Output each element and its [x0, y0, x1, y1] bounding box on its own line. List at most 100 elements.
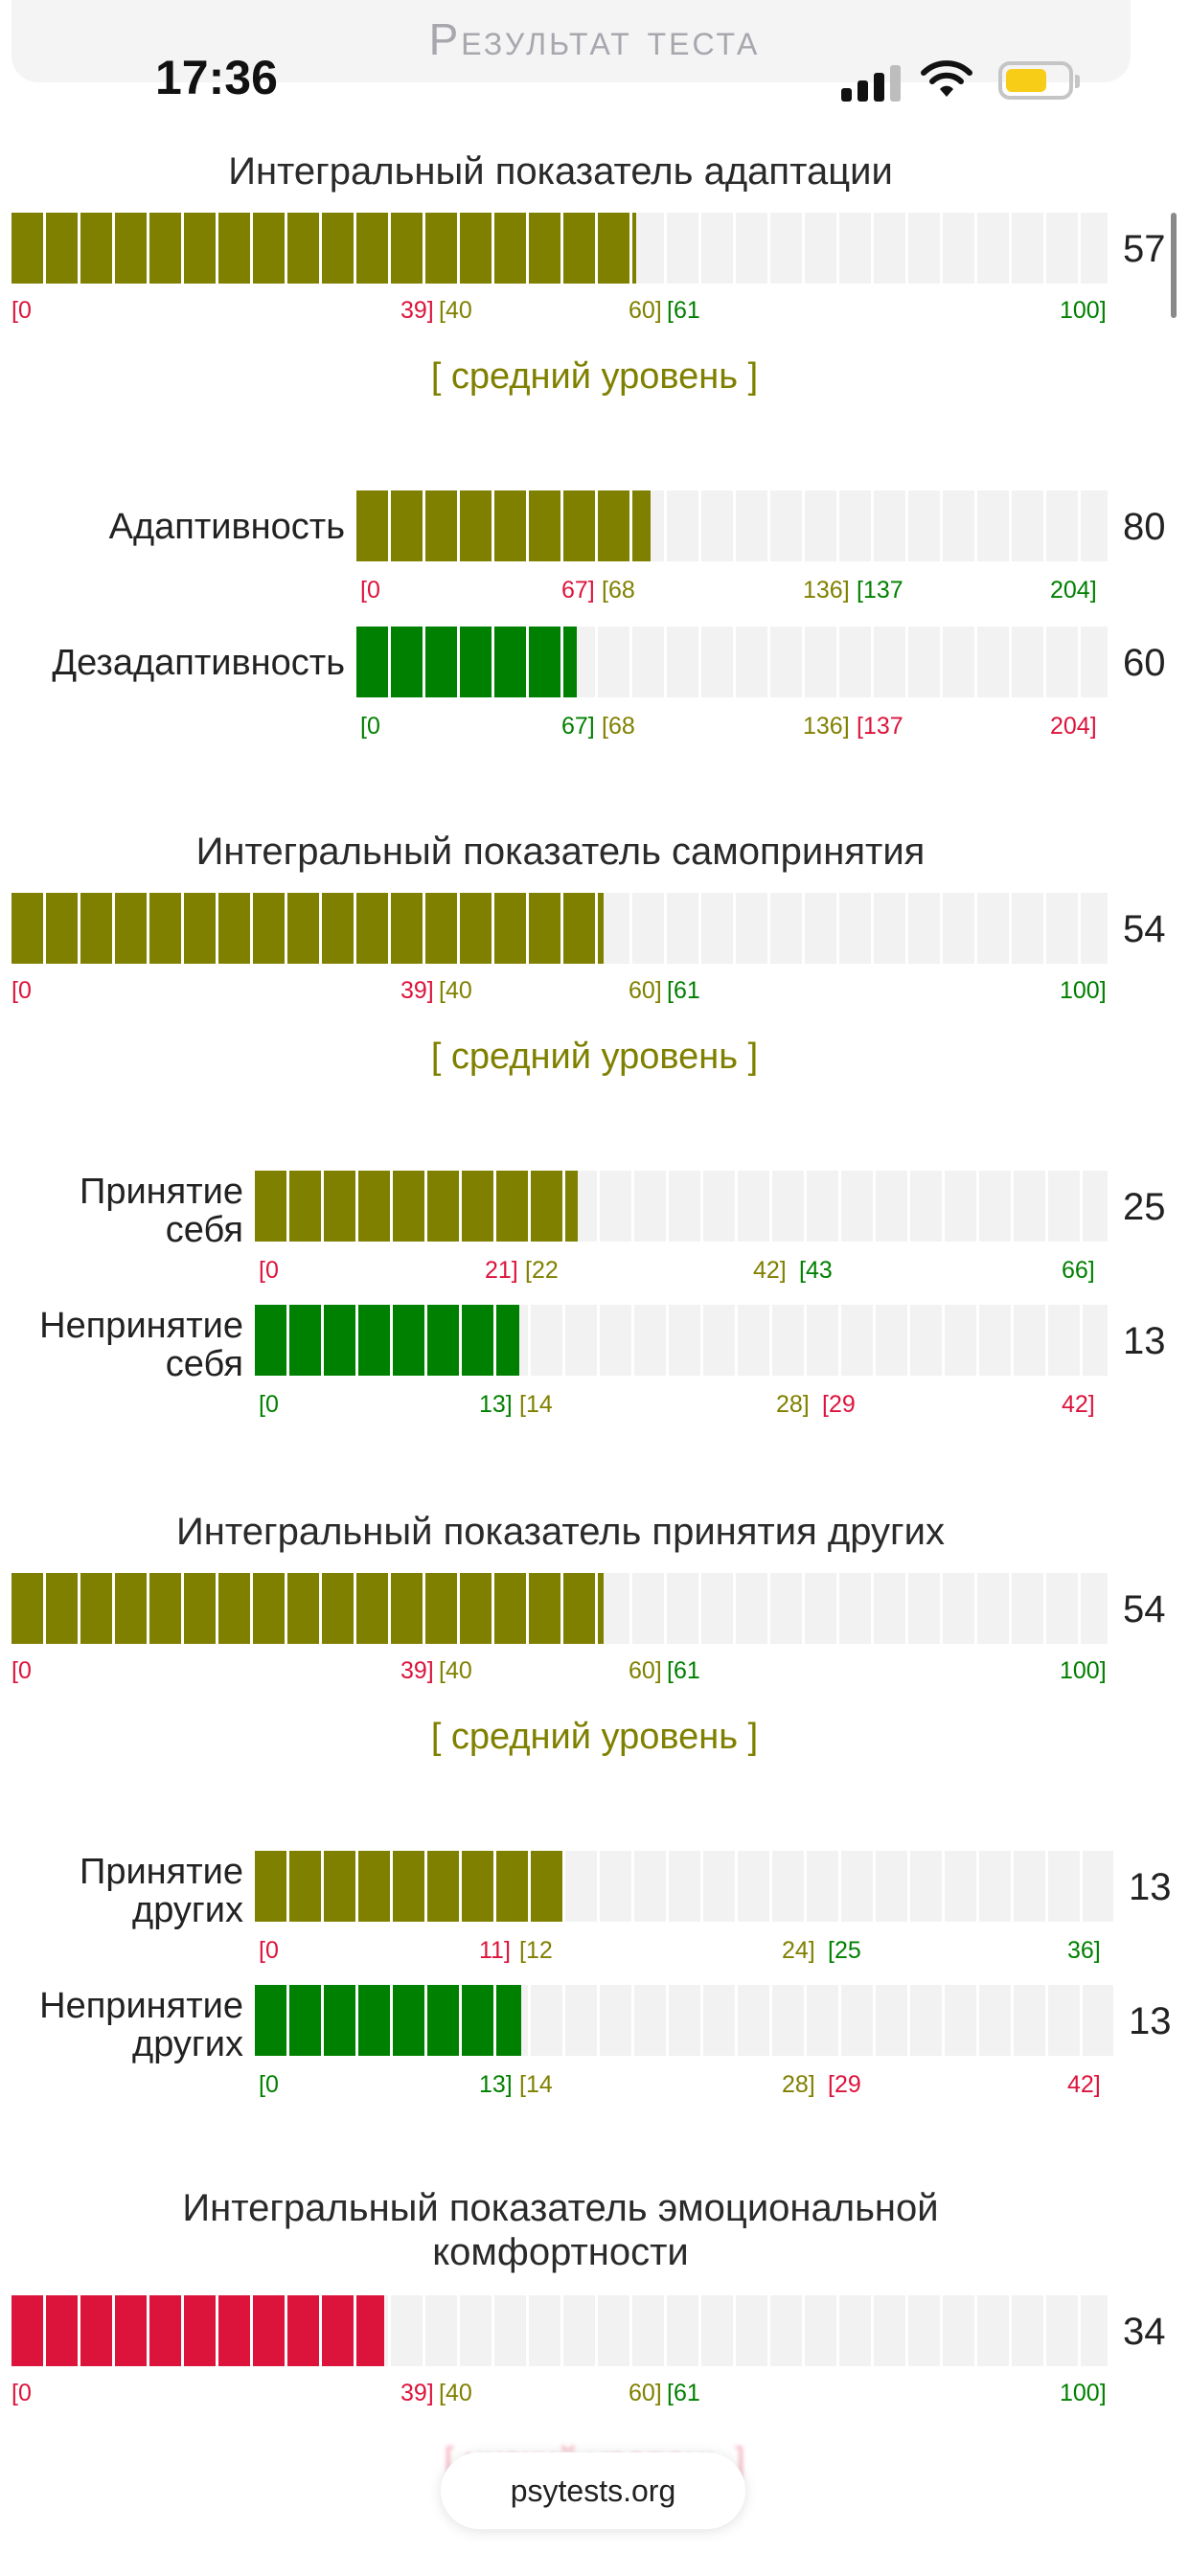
section-title-emotional-comfort: Интегральный показатель эмоциональной ком…: [182, 2187, 939, 2273]
self-acceptance-bar: [11, 893, 1108, 964]
adaptivity-value: 80: [1123, 506, 1166, 548]
tick-label: 67]: [561, 713, 595, 740]
subscale-label-others-nonacceptance: Непринятие других: [39, 1986, 243, 2064]
subscale-label-others-acceptance: Принятие других: [80, 1852, 243, 1930]
subscale-label-adaptivity: Адаптивность: [108, 507, 345, 547]
tick-label: [0: [259, 1937, 279, 1964]
status-time: 17:36: [155, 51, 278, 104]
tick-label: 28]: [776, 1391, 810, 1418]
self-nonacceptance-bar: [255, 1305, 1108, 1376]
others-nonacceptance-bar: [255, 1985, 1113, 2056]
acceptance-of-others-level: [ средний уровень ]: [430, 1717, 759, 1757]
subscale-label-self-acceptance: Принятие себя: [80, 1172, 243, 1250]
subscale-label-self-nonacceptance: Непринятие себя: [39, 1306, 243, 1384]
tick-label: [22: [525, 1257, 559, 1284]
tick-label: [14: [519, 1391, 553, 1418]
battery-icon: [998, 61, 1080, 100]
tick-label: [0: [259, 1257, 279, 1284]
header-bar: [11, 0, 1131, 82]
self-acceptance-bar-fill: [11, 893, 604, 964]
tick-label: 28]: [782, 2071, 815, 2098]
section-title-self-acceptance: Интегральный показатель самопринятия: [195, 831, 926, 873]
tick-label: 39]: [400, 2380, 434, 2406]
acceptance-of-others-bar-fill: [11, 1573, 604, 1644]
self-nonacceptance-value: 13: [1123, 1320, 1166, 1362]
tick-label: [0: [259, 1391, 279, 1418]
disadaptivity-bar: [356, 627, 1108, 697]
site-url-pill[interactable]: psytests.org: [441, 2452, 745, 2529]
tick-label: 39]: [400, 1657, 434, 1684]
self-acceptance-sub-bar: [255, 1171, 1108, 1242]
self-acceptance-level: [ средний уровень ]: [430, 1037, 759, 1077]
tick-label: 39]: [400, 297, 434, 324]
scrollbar[interactable]: [1171, 213, 1177, 318]
others-acceptance-bar: [255, 1851, 1113, 1922]
tick-label: [40: [439, 2380, 472, 2406]
cellular-signal-icon: [841, 63, 901, 102]
tick-label: 100]: [1060, 297, 1107, 324]
self-acceptance-sub-bar-fill: [255, 1171, 579, 1242]
section-title-adaptation: Интегральный показатель адаптации: [228, 150, 893, 193]
tick-label: [43: [799, 1257, 833, 1284]
tick-label: 39]: [400, 977, 434, 1004]
tick-label: 136]: [803, 577, 850, 604]
tick-label: [0: [360, 577, 380, 604]
tick-label: 11]: [479, 1937, 511, 1964]
tick-label: 67]: [561, 577, 595, 604]
others-acceptance-bar-fill: [255, 1851, 565, 1922]
tick-label: 42]: [1062, 1391, 1095, 1418]
acceptance-of-others-value: 54: [1123, 1588, 1166, 1630]
tick-label: [137: [857, 713, 903, 740]
adaptation-value: 57: [1123, 228, 1166, 270]
tick-label: [0: [259, 2071, 279, 2098]
tick-label: [61: [667, 977, 700, 1004]
tick-label: 136]: [803, 713, 850, 740]
section-title-acceptance-of-others: Интегральный показатель принятия других: [176, 1511, 945, 1553]
tick-label: 204]: [1050, 713, 1097, 740]
self-nonacceptance-bar-fill: [255, 1305, 519, 1376]
tick-label: [25: [828, 1937, 861, 1964]
tick-label: 204]: [1050, 577, 1097, 604]
emotional-comfort-value: 34: [1123, 2311, 1166, 2353]
self-acceptance-sub-value: 25: [1123, 1186, 1166, 1228]
tick-label: [12: [519, 1937, 553, 1964]
tick-label: [0: [11, 297, 32, 324]
adaptation-bar-fill: [11, 213, 637, 284]
tick-label: [61: [667, 1657, 700, 1684]
disadaptivity-value: 60: [1123, 642, 1166, 684]
tick-label: [137: [857, 577, 903, 604]
tick-label: 42]: [1067, 2071, 1101, 2098]
others-nonacceptance-bar-fill: [255, 1985, 521, 2056]
tick-label: 66]: [1062, 1257, 1095, 1284]
disadaptivity-bar-fill: [356, 627, 578, 697]
tick-label: 24]: [782, 1937, 815, 1964]
tick-label: 100]: [1060, 1657, 1107, 1684]
site-url: psytests.org: [510, 2473, 676, 2508]
tick-label: [29: [822, 1391, 856, 1418]
tick-label: 42]: [753, 1257, 787, 1284]
tick-label: [40: [439, 297, 472, 324]
tick-label: [40: [439, 977, 472, 1004]
tick-label: 60]: [629, 1657, 662, 1684]
tick-label: [61: [667, 297, 700, 324]
tick-label: [0: [360, 713, 380, 740]
tick-label: 21]: [485, 1257, 518, 1284]
tick-label: 100]: [1060, 2380, 1107, 2406]
adaptation-bar: [11, 213, 1108, 284]
others-nonacceptance-value: 13: [1129, 2000, 1172, 2042]
adaptation-level: [ средний уровень ]: [430, 356, 759, 397]
tick-label: 13]: [479, 1391, 513, 1418]
emotional-comfort-bar: [11, 2295, 1108, 2366]
emotional-comfort-bar-fill: [11, 2295, 384, 2366]
tick-label: [0: [11, 1657, 32, 1684]
tick-label: [0: [11, 977, 32, 1004]
tick-label: [40: [439, 1657, 472, 1684]
tick-label: [61: [667, 2380, 700, 2406]
tick-label: 60]: [629, 297, 662, 324]
acceptance-of-others-bar: [11, 1573, 1108, 1644]
tick-label: 60]: [629, 977, 662, 1004]
tick-label: 60]: [629, 2380, 662, 2406]
adaptivity-bar: [356, 490, 1108, 561]
tick-label: 13]: [479, 2071, 513, 2098]
tick-label: [0: [11, 2380, 32, 2406]
